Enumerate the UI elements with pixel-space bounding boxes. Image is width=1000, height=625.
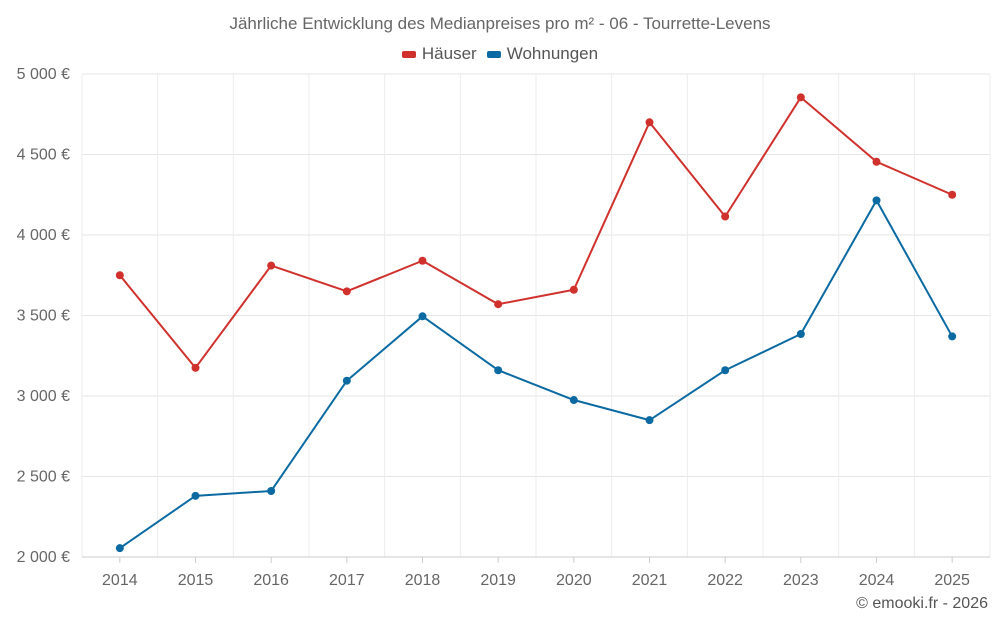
data-point-haeuser — [191, 363, 200, 372]
data-point-haeuser — [494, 300, 503, 309]
data-point-haeuser — [267, 261, 276, 270]
data-point-haeuser — [342, 287, 351, 296]
x-tick-label: 2020 — [556, 572, 592, 589]
x-tick-label: 2025 — [934, 572, 970, 589]
y-tick-label: 4 000 € — [17, 227, 70, 244]
y-tick-label: 2 500 € — [17, 469, 70, 486]
data-point-wohnungen — [267, 486, 276, 495]
data-point-wohnungen — [645, 416, 654, 425]
data-point-wohnungen — [342, 376, 351, 385]
y-tick-label: 3 000 € — [17, 388, 70, 405]
series-line-haeuser — [119, 96, 953, 369]
data-point-wohnungen — [191, 491, 200, 500]
series-line-wohnungen — [119, 199, 954, 549]
x-tick-label: 2018 — [405, 572, 441, 589]
data-point-wohnungen — [796, 330, 805, 339]
x-tick-label: 2015 — [178, 572, 214, 589]
legend-swatch-wohnungen — [486, 50, 501, 58]
data-point-haeuser — [872, 157, 881, 166]
x-tick-label: 2016 — [253, 572, 289, 589]
x-tick-label: 2021 — [632, 572, 668, 589]
data-point-wohnungen — [948, 332, 957, 341]
x-tick-label: 2023 — [783, 572, 819, 589]
y-tick-label: 2 000 € — [17, 549, 70, 566]
y-tick-label: 3 500 € — [17, 308, 70, 325]
data-point-wohnungen — [721, 366, 730, 375]
data-point-haeuser — [115, 271, 124, 280]
data-point-wohnungen — [872, 196, 881, 205]
legend-swatch-haeuser — [401, 50, 416, 58]
data-point-haeuser — [418, 256, 427, 265]
x-tick-label: 2019 — [480, 572, 516, 589]
x-tick-label: 2014 — [102, 572, 138, 589]
data-point-haeuser — [948, 190, 957, 199]
data-point-haeuser — [645, 118, 654, 127]
data-point-haeuser — [796, 93, 805, 102]
data-point-haeuser — [569, 285, 578, 294]
legend-item-wohnungen[interactable]: Wohnungen — [486, 44, 599, 64]
y-tick-label: 4 500 € — [17, 147, 70, 164]
copyright: © emooki.fr - 2026 — [856, 595, 988, 612]
chart-title: Jährliche Entwicklung des Medianpreises … — [229, 14, 771, 33]
legend-item-haeuser[interactable]: Häuser — [401, 44, 477, 64]
data-point-wohnungen — [418, 312, 427, 321]
legend-label-wohnungen: Wohnungen — [506, 44, 599, 63]
legend-label-haeuser: Häuser — [421, 44, 477, 63]
x-tick-label: 2017 — [329, 572, 365, 589]
x-tick-label: 2024 — [859, 572, 895, 589]
data-point-wohnungen — [494, 366, 503, 375]
data-point-wohnungen — [115, 544, 124, 553]
x-tick-label: 2022 — [707, 572, 743, 589]
data-point-wohnungen — [569, 396, 578, 405]
data-point-haeuser — [721, 212, 730, 221]
legend: Häuser Wohnungen — [0, 44, 1000, 64]
y-tick-label: 5 000 € — [17, 66, 70, 83]
